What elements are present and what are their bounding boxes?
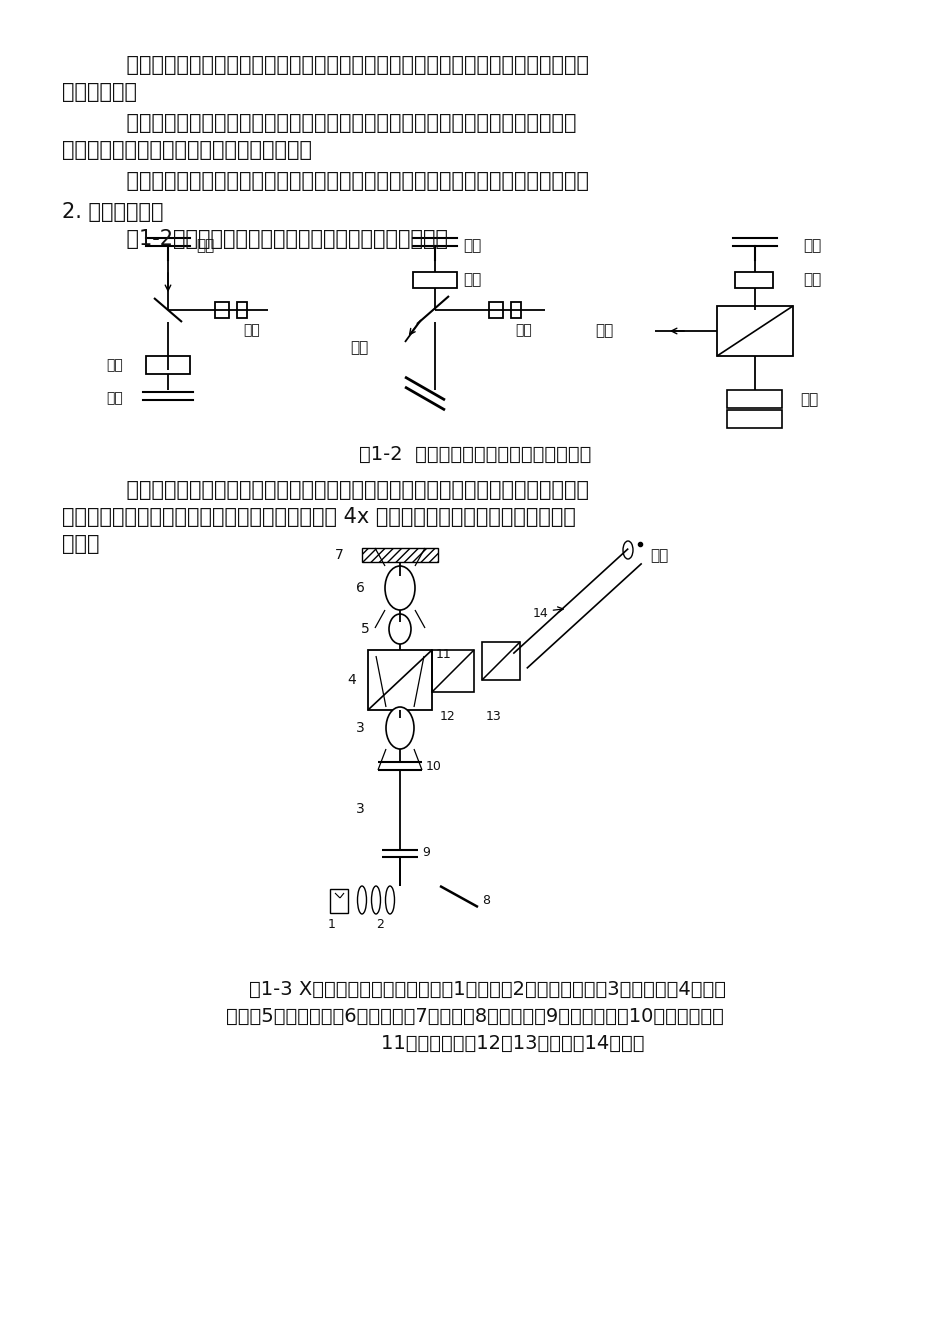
Text: 磨片: 磨片 bbox=[106, 391, 123, 405]
Bar bbox=[368, 650, 432, 710]
Text: 14: 14 bbox=[533, 607, 548, 620]
Text: 2: 2 bbox=[376, 918, 384, 931]
Text: 12: 12 bbox=[440, 710, 456, 723]
Text: 减小球面象差的办法：可通过制造物镜时采用不同透镜组合进行校正；调整孔径光: 减小球面象差的办法：可通过制造物镜时采用不同透镜组合进行校正；调整孔径光 bbox=[100, 113, 577, 133]
Bar bbox=[362, 548, 438, 562]
Bar bbox=[146, 356, 190, 374]
Bar bbox=[511, 302, 521, 319]
Bar bbox=[413, 271, 457, 288]
Text: 11: 11 bbox=[436, 648, 452, 661]
Text: 原理。: 原理。 bbox=[62, 534, 100, 554]
Ellipse shape bbox=[385, 566, 415, 610]
Text: 10: 10 bbox=[426, 759, 442, 773]
Text: 多色光通过透镜后，由于折射率不同，使光线不能交于一点也会造成模糊图像，此现: 多色光通过透镜后，由于折射率不同，使光线不能交于一点也会造成模糊图像，此现 bbox=[100, 55, 589, 75]
Text: 光源: 光源 bbox=[800, 392, 818, 407]
Ellipse shape bbox=[386, 707, 414, 749]
Text: 微镜的型号很多，但基本构造大致相同，现以国产 4x 型金相显微镜为例说明其结构和成像: 微镜的型号很多，但基本构造大致相同，现以国产 4x 型金相显微镜为例说明其结构和… bbox=[62, 507, 576, 527]
Text: 8: 8 bbox=[482, 894, 490, 906]
Text: 3: 3 bbox=[356, 720, 365, 735]
Bar bbox=[482, 642, 520, 680]
Bar bbox=[432, 650, 474, 692]
Bar bbox=[330, 888, 348, 913]
Text: 11－辅助透镜；12、13－棱镜；14－物镜: 11－辅助透镜；12、13－棱镜；14－物镜 bbox=[306, 1034, 644, 1052]
Bar bbox=[735, 271, 773, 288]
Text: 7: 7 bbox=[335, 548, 344, 562]
Text: 磨片: 磨片 bbox=[803, 238, 821, 254]
Ellipse shape bbox=[386, 886, 394, 914]
Bar bbox=[489, 302, 503, 319]
Text: 目镜: 目镜 bbox=[595, 324, 614, 339]
Bar bbox=[727, 390, 782, 409]
Bar bbox=[727, 410, 782, 427]
Text: 目镜: 目镜 bbox=[196, 238, 215, 254]
Text: 图1-2为不同型式的金相显微镜的基本构造及光学行程。: 图1-2为不同型式的金相显微镜的基本构造及光学行程。 bbox=[100, 228, 448, 249]
Text: 物镜: 物镜 bbox=[803, 273, 821, 288]
Text: 物镜: 物镜 bbox=[463, 273, 482, 288]
Text: 光源: 光源 bbox=[243, 323, 259, 337]
Text: 图1-2  金相显微镜的基本构造及光学行程: 图1-2 金相显微镜的基本构造及光学行程 bbox=[359, 445, 591, 464]
Text: 6: 6 bbox=[356, 581, 365, 595]
Text: 2. 显微镜的构造: 2. 显微镜的构造 bbox=[62, 202, 163, 222]
Ellipse shape bbox=[357, 886, 367, 914]
Text: 9: 9 bbox=[422, 847, 429, 860]
Text: 5: 5 bbox=[361, 622, 370, 636]
Bar bbox=[215, 302, 229, 319]
Bar bbox=[717, 306, 793, 356]
Ellipse shape bbox=[389, 614, 411, 644]
Text: 金相显微镜分为台式、立时及卧式三种类型，各种类型又有许多不同的型号。虽然显: 金相显微镜分为台式、立时及卧式三种类型，各种类型又有许多不同的型号。虽然显 bbox=[100, 480, 589, 500]
Bar bbox=[237, 302, 247, 319]
Text: 目镜: 目镜 bbox=[350, 340, 369, 356]
Ellipse shape bbox=[623, 542, 633, 559]
Text: 光源: 光源 bbox=[515, 323, 532, 337]
Text: 减小色象差办法：可通过物镜进行校正或采用滤色片获得单色光的办法降低色象差。: 减小色象差办法：可通过物镜进行校正或采用滤色片获得单色光的办法降低色象差。 bbox=[100, 171, 589, 191]
Text: 眼睛: 眼睛 bbox=[650, 548, 668, 563]
Text: 1: 1 bbox=[328, 918, 336, 931]
Text: 物镜: 物镜 bbox=[106, 358, 123, 372]
Text: 3: 3 bbox=[356, 802, 365, 816]
Ellipse shape bbox=[371, 886, 381, 914]
Text: 13: 13 bbox=[486, 710, 502, 723]
Text: 磨片: 磨片 bbox=[463, 238, 482, 254]
Text: 栏，适当控制入射光束等办法降低球面象差。: 栏，适当控制入射光束等办法降低球面象差。 bbox=[62, 140, 312, 160]
Text: 图1-3 X型型金相显微镜的光学系统1－灯泡；2－聚光透镜组；3－聚光镜；4－半反: 图1-3 X型型金相显微镜的光学系统1－灯泡；2－聚光透镜组；3－聚光镜；4－半… bbox=[224, 980, 726, 999]
Text: 射镜；5－辅助透镜；6－物镜组；7－试样；8－反光镜；9－孔径光阑；10－视场光阑；: 射镜；5－辅助透镜；6－物镜组；7－试样；8－反光镜；9－孔径光阑；10－视场光… bbox=[226, 1007, 724, 1025]
Text: 象称色象差。: 象称色象差。 bbox=[62, 82, 137, 102]
Text: 4: 4 bbox=[348, 673, 356, 687]
